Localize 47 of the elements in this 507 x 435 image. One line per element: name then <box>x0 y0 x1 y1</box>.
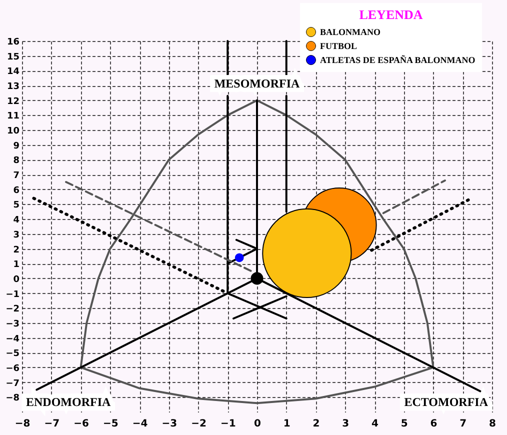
x-tick-label: 6 <box>430 418 438 430</box>
legend-title: LEYENDA <box>359 7 424 22</box>
y-tick-label: 7 <box>13 171 20 182</box>
annotation: ENDOMORFIA <box>26 395 111 409</box>
x-tick-label: 0 <box>254 418 262 430</box>
x-tick-label: −3 <box>162 418 178 430</box>
annotation: ECTOMORFIA <box>404 395 488 409</box>
y-tick-label: 8 <box>13 156 20 166</box>
x-tick-label: −4 <box>132 418 148 430</box>
x-tick-label: 5 <box>400 418 408 430</box>
y-tick-label: −3 <box>6 319 20 330</box>
x-tick-label: −7 <box>44 418 60 430</box>
y-tick-label: 5 <box>13 200 20 211</box>
legend-label: FUTBOL <box>320 41 358 51</box>
y-tick-label: −5 <box>6 349 20 360</box>
legend-label: BALONMANO <box>320 27 380 37</box>
y-tick-label: 3 <box>13 230 20 240</box>
y-tick-label: 0 <box>13 274 20 285</box>
y-tick-label: 4 <box>13 216 20 226</box>
x-tick-label: −5 <box>102 418 118 430</box>
y-tick-label: 16 <box>6 38 20 48</box>
x-tick-label: 2 <box>312 418 320 430</box>
x-tick-label: 8 <box>489 418 496 430</box>
y-tick-label: −6 <box>6 364 20 374</box>
y-tick-label: −8 <box>6 394 20 404</box>
y-tick-label: 1 <box>13 260 20 270</box>
x-tick-label: 3 <box>342 418 350 430</box>
x-tick-label: −6 <box>74 418 89 430</box>
y-tick-label: 2 <box>13 245 20 256</box>
x-tick-label: 7 <box>460 418 467 430</box>
y-tick-label: 12 <box>6 96 20 107</box>
x-tick-label: 4 <box>372 418 379 430</box>
x-tick-label: −1 <box>220 418 236 430</box>
y-tick-label: 9 <box>13 141 20 152</box>
y-tick-label: 11 <box>6 112 20 122</box>
y-tick-label: 15 <box>6 52 20 62</box>
y-tick-label: 10 <box>6 126 20 137</box>
y-tick-label: −2 <box>6 304 20 315</box>
x-tick-label: −2 <box>191 418 206 430</box>
y-tick-label: −4 <box>6 334 20 344</box>
y-tick-label: 14 <box>6 67 20 78</box>
y-tick-label: −1 <box>6 290 20 300</box>
y-tick-label: −7 <box>6 378 20 389</box>
y-tick-label: 13 <box>6 82 20 92</box>
y-tick-label: 6 <box>13 186 20 196</box>
x-tick-label: 1 <box>283 418 290 430</box>
legend-label: ATLETAS DE ESPAÑA BALONMANO <box>320 55 476 65</box>
